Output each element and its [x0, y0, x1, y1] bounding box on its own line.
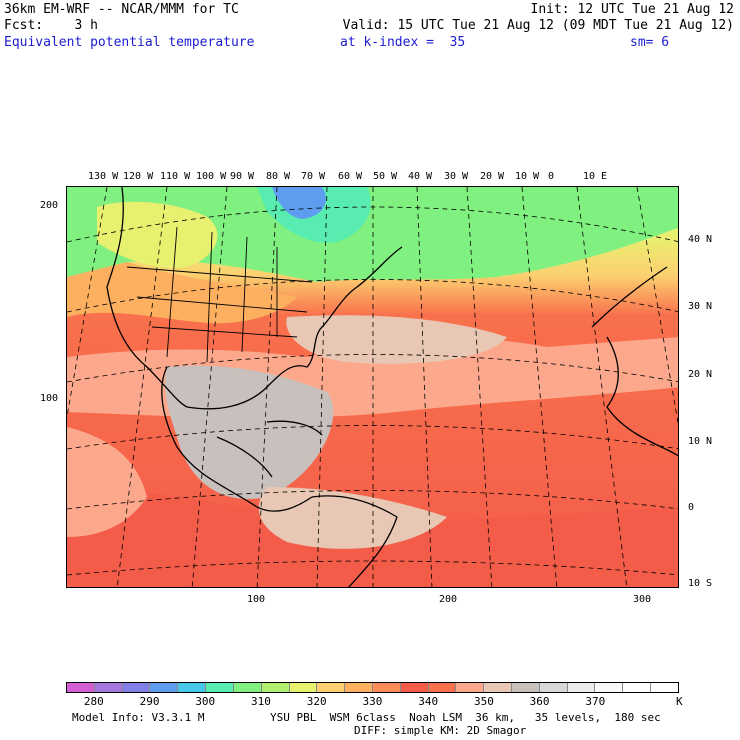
longitude-label: 10 E: [583, 171, 608, 182]
longitude-label: 110 W: [160, 171, 191, 182]
colorbar-swatch: [122, 683, 151, 692]
colorbar-label: 340: [418, 695, 439, 708]
colorbar-swatch: [206, 683, 234, 692]
colorbar-label: 310: [251, 695, 271, 708]
colorbar-swatch: [233, 683, 262, 692]
longitude-label: 10 W: [515, 171, 540, 182]
colorbar-swatch: [484, 683, 512, 692]
colorbar-label: 330: [362, 695, 383, 708]
valid-time: Valid: 15 UTC Tue 21 Aug 12 (09 MDT Tue …: [342, 18, 734, 33]
x-axis-label: 100: [247, 594, 266, 605]
colorbar-label: 280: [83, 695, 104, 708]
longitude-label: 100 W: [196, 171, 227, 182]
colorbar-label: 320: [306, 695, 327, 708]
field-name: Equivalent potential temperature: [4, 35, 255, 50]
x-axis-label: 300: [633, 594, 652, 605]
colorbar-swatch: [651, 683, 678, 692]
colorbar-swatch: [345, 683, 373, 692]
map-panel: [66, 186, 679, 588]
colorbar-units: K: [676, 695, 683, 708]
y-axis-label: 100: [40, 393, 59, 404]
colorbar-swatch: [150, 683, 179, 692]
colorbar-swatch: [400, 683, 429, 692]
colorbar-swatch: [539, 683, 568, 692]
smoothing-label: sm= 6: [630, 35, 670, 50]
y-axis-label: 200: [40, 200, 59, 211]
latitude-label: 10 S: [688, 578, 713, 589]
latitude-label: 30 N: [688, 301, 713, 312]
colorbar-swatch: [178, 683, 207, 692]
longitude-label: 70 W: [301, 171, 326, 182]
theta-e-map: [67, 187, 678, 587]
colorbar-label: 370: [585, 695, 606, 708]
latitude-label: 40 N: [688, 234, 713, 245]
latitude-label: 10 N: [688, 436, 713, 447]
colorbar-swatch: [456, 683, 485, 692]
colorbar-swatch: [512, 683, 540, 692]
longitude-label: 120 W: [123, 171, 154, 182]
colorbar-swatch: [94, 683, 123, 692]
colorbar-swatch: [428, 683, 457, 692]
colorbar-swatch: [261, 683, 290, 692]
longitude-label: 130 W: [88, 171, 119, 182]
colorbar-label: 350: [473, 695, 494, 708]
longitude-label: 40 W: [408, 171, 433, 182]
latitude-label: 0: [688, 502, 695, 513]
level-label: at k-index = 35: [340, 35, 466, 50]
colorbar-swatch: [567, 683, 596, 692]
colorbar-label: 290: [139, 695, 160, 708]
colorbar-swatch: [289, 683, 318, 692]
diffusion-info: DIFF: simple KM: 2D Smagor: [354, 724, 527, 737]
model-info: Model Info: V3.3.1 M: [72, 711, 205, 724]
colorbar-swatch: [317, 683, 346, 692]
colorbar-swatch: [372, 683, 401, 692]
colorbar-swatch: [623, 683, 652, 692]
x-axis-label: 200: [439, 594, 458, 605]
colorbar-swatch: [595, 683, 624, 692]
longitude-label: 80 W: [266, 171, 291, 182]
model-title: 36km EM-WRF -- NCAR/MMM for TC: [4, 2, 239, 17]
longitude-label: 50 W: [373, 171, 398, 182]
forecast-hour: Fcst: 3 h: [4, 18, 98, 33]
longitude-label: 20 W: [480, 171, 505, 182]
physics-info: YSU PBL WSM 6class Noah LSM 36 km, 35 le…: [270, 711, 661, 724]
colorbar-label: 360: [529, 695, 550, 708]
longitude-label: 90 W: [230, 171, 255, 182]
latitude-label: 20 N: [688, 369, 713, 380]
longitude-label: 60 W: [338, 171, 363, 182]
longitude-label: 0: [548, 171, 555, 182]
init-time: Init: 12 UTC Tue 21 Aug 12: [530, 2, 735, 17]
colorbar-swatch: [67, 683, 95, 692]
colorbar-label: 300: [195, 695, 216, 708]
colorbar: [66, 682, 679, 693]
longitude-label: 30 W: [444, 171, 469, 182]
